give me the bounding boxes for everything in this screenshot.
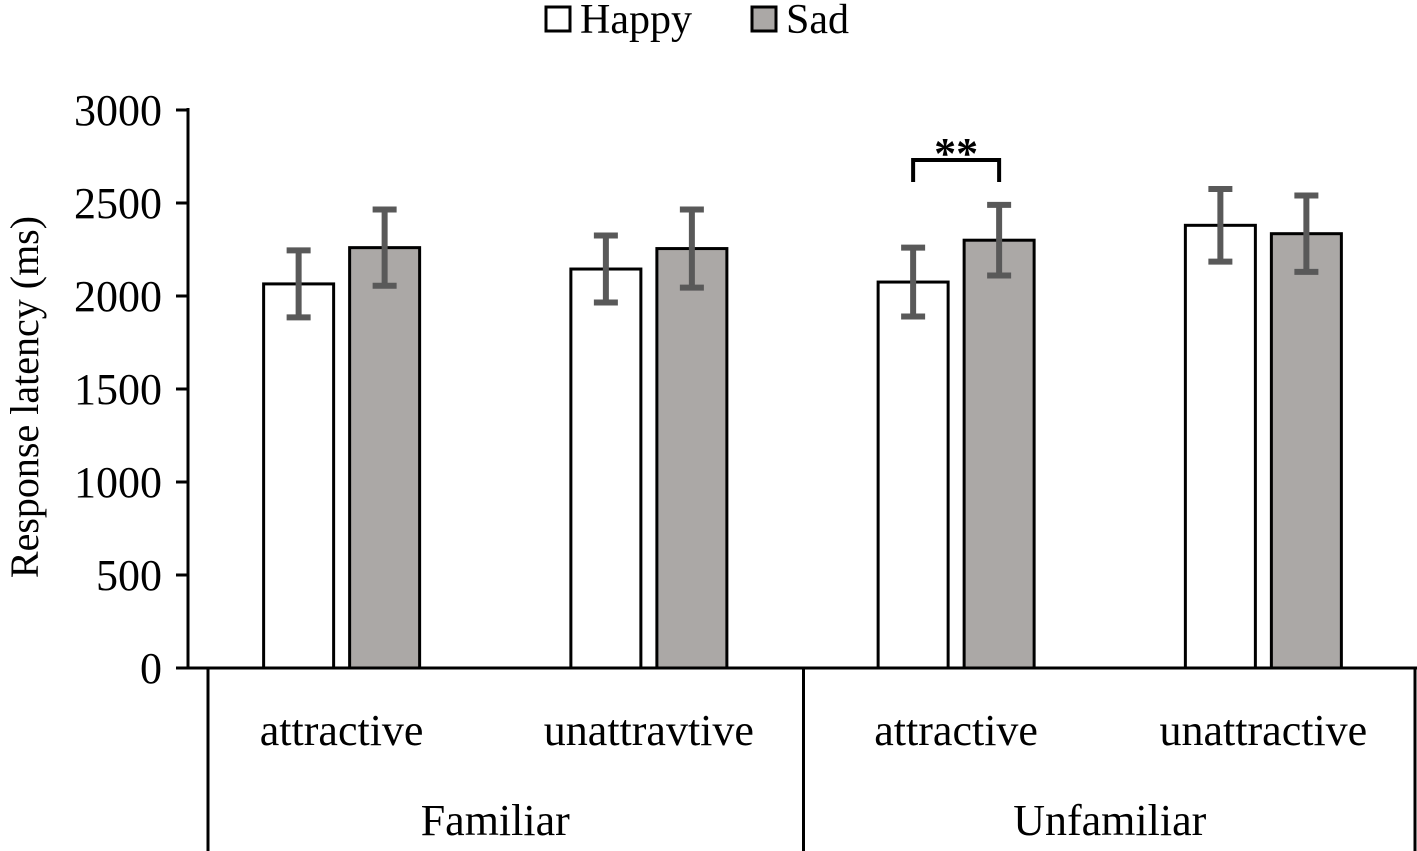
y-tick-label: 1500 (74, 365, 162, 414)
y-tick-label: 2000 (74, 272, 162, 321)
category-label: unattractive (1160, 706, 1368, 755)
bar-happy (569, 267, 643, 670)
group-label: Unfamiliar (1013, 796, 1206, 845)
y-tick-label: 0 (140, 644, 162, 693)
x-axis: attractive unattravtive attractive unattrac… (188, 666, 1417, 851)
legend-label-happy: Happy (580, 0, 692, 43)
y-axis: 0 500 1000 1500 2000 2500 3000 (74, 86, 190, 693)
legend: Happy Sad (544, 0, 849, 43)
legend-label-sad: Sad (786, 0, 849, 43)
legend-swatch-happy (544, 5, 572, 33)
bar-sad (348, 246, 422, 670)
bar-happy (1183, 223, 1257, 670)
bar-happy (876, 280, 950, 670)
significance-label: ** (934, 129, 978, 178)
bar-sad (962, 238, 1036, 670)
group-label: Familiar (421, 796, 570, 845)
y-axis-label: Response latency (ms) (2, 216, 47, 578)
bar-sad (1269, 232, 1343, 670)
significance-annotations: ** (911, 129, 1002, 182)
bars (262, 223, 1343, 670)
category-label: unattravtive (544, 706, 754, 755)
category-label: attractive (874, 706, 1038, 755)
y-tick-label: 500 (96, 551, 162, 600)
error-bars (286, 186, 1319, 321)
category-label: attractive (260, 706, 424, 755)
legend-swatch-sad (750, 5, 778, 33)
bar-happy (262, 282, 336, 670)
y-tick-label: 2500 (74, 179, 162, 228)
bar-sad (655, 247, 729, 670)
significance-bracket (911, 158, 1002, 182)
y-tick-label: 1000 (74, 458, 162, 507)
y-tick-label: 3000 (74, 86, 162, 135)
